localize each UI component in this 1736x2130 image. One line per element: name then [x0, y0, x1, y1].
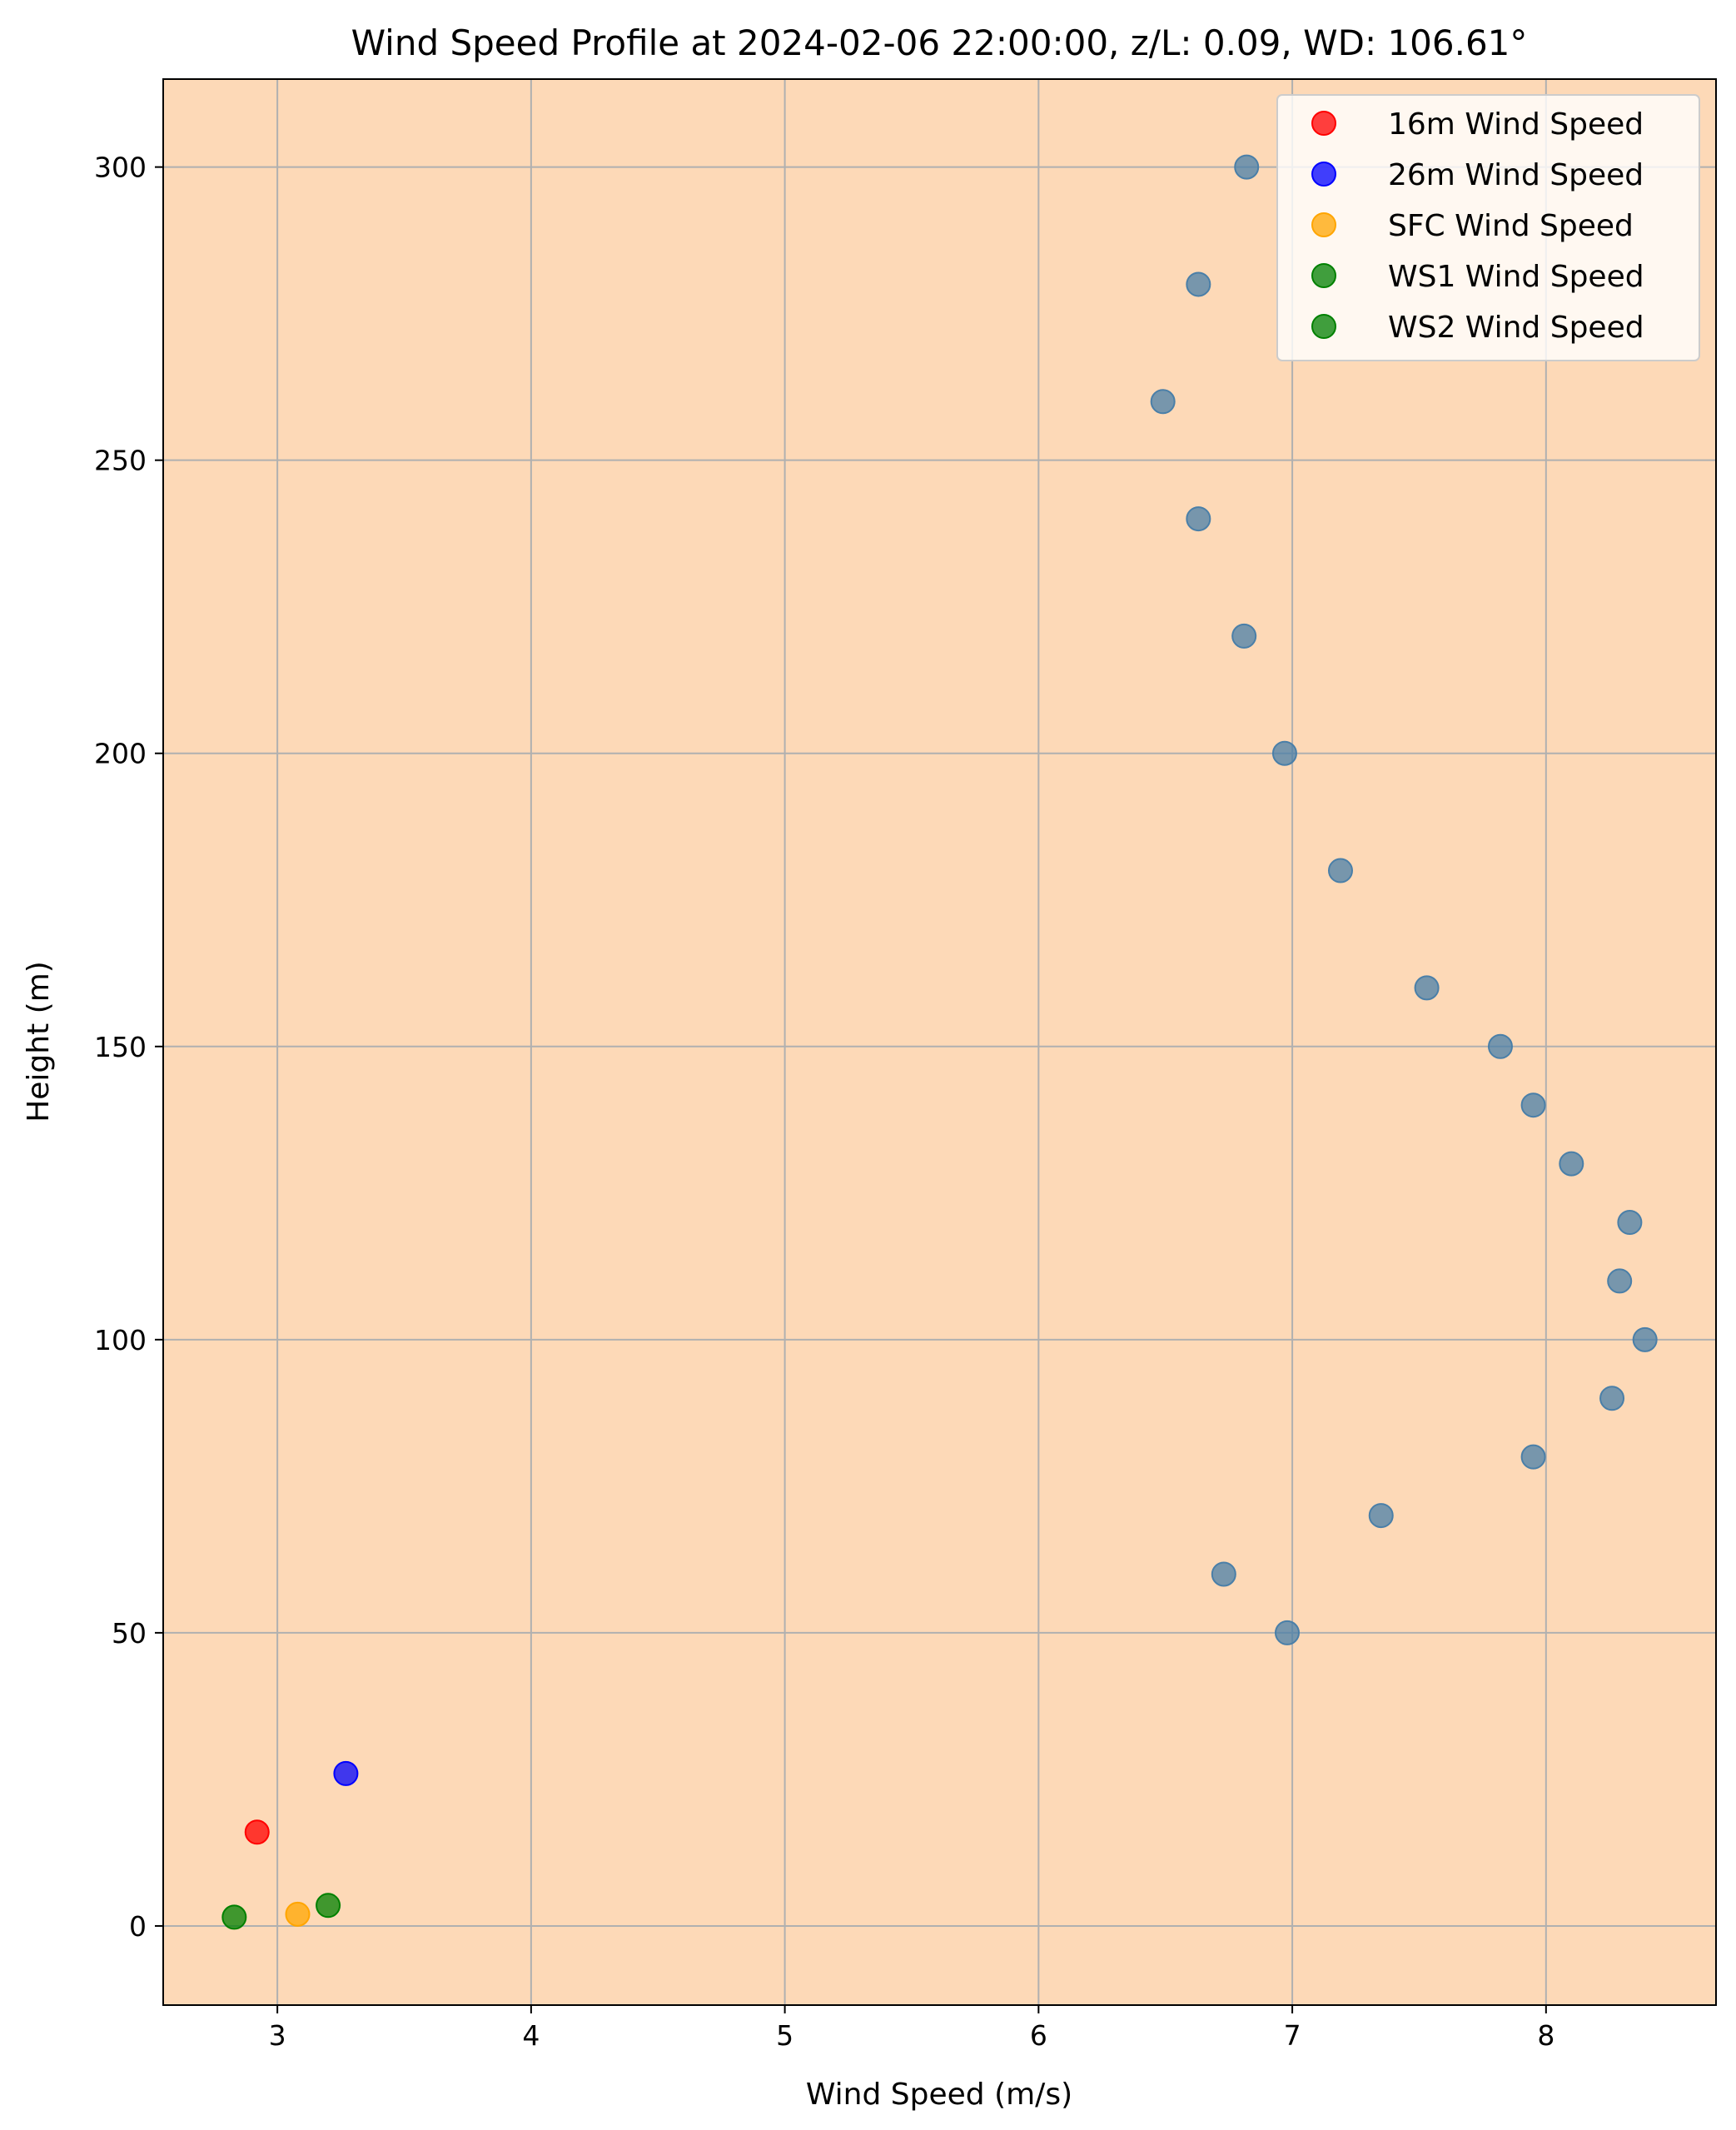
y-axis-label: Height (m) — [22, 961, 56, 1122]
y-tick-label: 300 — [94, 152, 147, 184]
y-tick-label: 200 — [94, 738, 147, 770]
legend-marker — [1311, 263, 1336, 288]
y-tick-label: 0 — [129, 1910, 147, 1943]
data-point — [1520, 1444, 1546, 1470]
data-point — [1186, 506, 1211, 532]
data-point — [1368, 1503, 1394, 1529]
data-point — [244, 1819, 270, 1845]
legend-label: 16m Wind Speed — [1388, 107, 1644, 142]
data-point — [333, 1760, 359, 1786]
x-tick-label: 3 — [269, 2019, 286, 2052]
legend-label: 26m Wind Speed — [1388, 158, 1644, 192]
data-point — [1520, 1092, 1546, 1118]
y-axis-ticks: 0 50 100 150 200 250 300 — [94, 152, 163, 1943]
legend-label: SFC Wind Speed — [1388, 209, 1634, 243]
plot-frame — [162, 78, 1717, 2006]
data-point — [1231, 623, 1257, 649]
data-point — [1414, 975, 1440, 1001]
data-point — [1599, 1386, 1625, 1411]
data-point — [1150, 389, 1176, 415]
data-point — [1271, 740, 1297, 766]
y-tick-label: 100 — [94, 1324, 147, 1356]
data-point — [221, 1904, 247, 1930]
y-tick-label: 50 — [112, 1617, 147, 1650]
legend-marker — [1311, 111, 1336, 136]
y-tick-label: 250 — [94, 445, 147, 477]
x-tick-label: 5 — [776, 2019, 793, 2052]
x-tick-label: 8 — [1537, 2019, 1554, 2052]
data-point — [1632, 1326, 1658, 1352]
legend: 16m Wind Speed 26m Wind Speed SFC Wind Spe… — [1276, 94, 1700, 361]
data-point — [1274, 1620, 1300, 1645]
legend-label: WS1 Wind Speed — [1388, 260, 1644, 294]
chart-title: Wind Speed Profile at 2024-02-06 22:00:0… — [351, 22, 1528, 63]
x-tick-label: 6 — [1030, 2019, 1047, 2052]
x-axis-label: Wind Speed (m/s) — [806, 2078, 1072, 2112]
legend-marker — [1311, 212, 1336, 237]
data-point — [1607, 1268, 1633, 1294]
data-point — [285, 1901, 311, 1927]
data-point — [1327, 858, 1353, 883]
data-point — [316, 1893, 341, 1918]
data-points — [221, 154, 1658, 1930]
x-tick-label: 4 — [522, 2019, 540, 2052]
y-tick-label: 150 — [94, 1031, 147, 1063]
legend-marker — [1311, 314, 1336, 339]
data-point — [1559, 1151, 1584, 1177]
legend-box — [1276, 94, 1700, 361]
legend-marker — [1311, 162, 1336, 187]
data-point — [1186, 271, 1211, 297]
data-point — [1211, 1561, 1236, 1587]
plot-area — [163, 79, 1716, 2005]
legend-label: WS2 Wind Speed — [1388, 311, 1644, 345]
x-tick-label: 7 — [1284, 2019, 1301, 2052]
grid — [163, 79, 1716, 2005]
data-point — [1487, 1033, 1513, 1059]
data-point — [1617, 1210, 1643, 1236]
x-axis-ticks: 3 4 5 6 7 8 — [269, 2005, 1554, 2052]
data-point — [1234, 154, 1260, 180]
